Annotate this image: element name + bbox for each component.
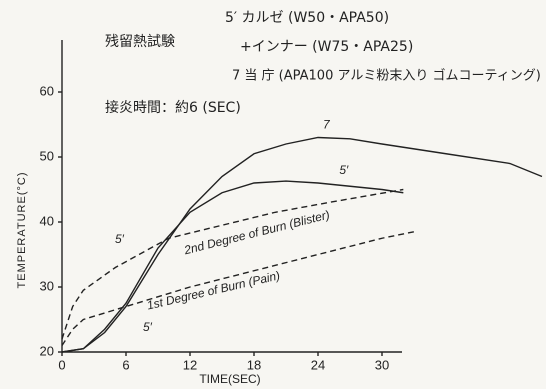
series-line [61, 136, 543, 353]
annotation: 5′ [143, 320, 153, 334]
series-label: 2nd Degree of Burn (Blister) [182, 208, 331, 258]
series-label: 7 [323, 118, 331, 132]
y-tick-label: 40 [40, 213, 54, 228]
y-tick-label: 50 [40, 148, 54, 163]
y-tick-label: 60 [40, 83, 54, 98]
note: +インナー (W75・APA25) [240, 39, 413, 55]
note: 残留熱試験 [105, 34, 175, 50]
series-line [61, 188, 404, 340]
note: 5′ カルゼ (W50・APA50) [225, 10, 389, 26]
series-line [61, 180, 404, 353]
x-tick-label: 30 [375, 357, 389, 372]
x-axis-label: TIME(SEC) [199, 372, 260, 386]
x-tick-label: 12 [183, 357, 197, 372]
y-tick-label: 30 [40, 278, 54, 293]
series-line [61, 231, 415, 346]
x-tick-label: 0 [58, 357, 65, 372]
y-axis-label: TEMPERATURE(°C) [16, 172, 28, 289]
note: 7 当 庁 (APA100 アルミ粉末入り ゴムコーティング) [232, 68, 541, 84]
note: 接炎時間：約6 (SEC) [105, 99, 241, 116]
y-tick-label: 20 [40, 343, 54, 358]
x-tick-label: 18 [247, 357, 261, 372]
annotation: 5′ [115, 232, 125, 246]
series-label: 5′ [339, 163, 349, 177]
x-tick-label: 6 [122, 357, 129, 372]
x-tick-label: 24 [311, 357, 325, 372]
series-label: 1st Degree of Burn (Pain) [146, 268, 282, 312]
